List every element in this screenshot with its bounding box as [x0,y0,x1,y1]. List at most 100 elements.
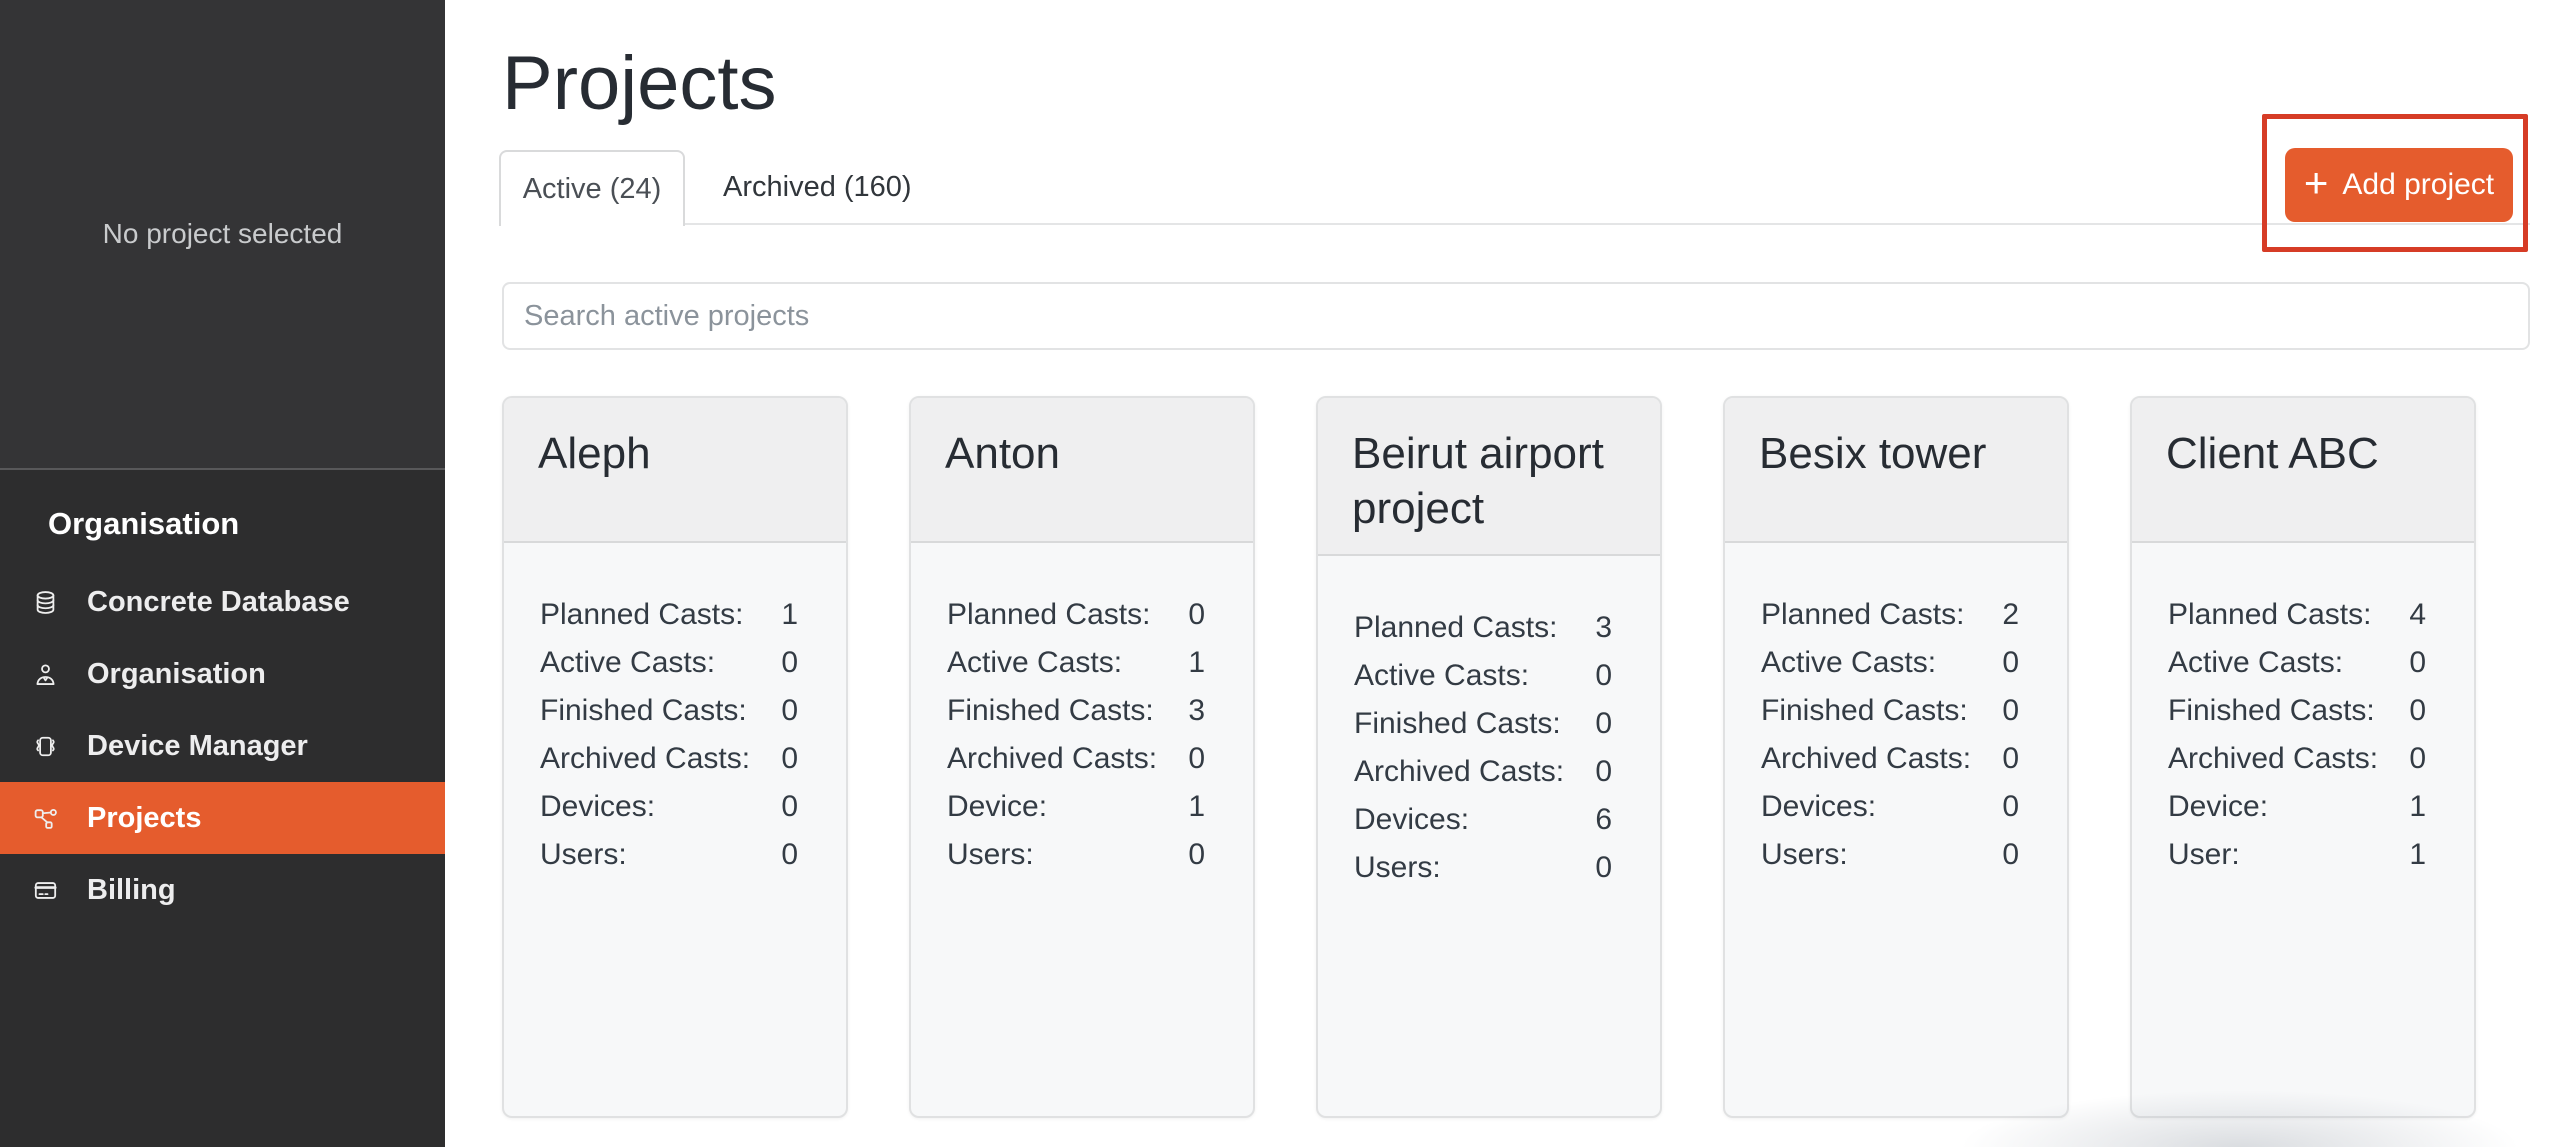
stat-value: 0 [1188,742,1205,775]
stat-label: Planned Casts: [1354,611,1558,644]
user-icon [32,661,59,688]
projects-icon [32,805,59,832]
stat-value: 0 [1188,598,1205,631]
add-project-label: Add project [2342,168,2495,201]
stat-row: Active Casts: 0 [540,639,798,687]
stat-value: 0 [2409,694,2426,727]
stat-value: 4 [2409,598,2426,631]
stat-label: Devices: [1354,803,1470,836]
project-card-title: Aleph [504,398,846,543]
stat-value: 1 [2409,790,2426,823]
stat-label: Archived Casts: [1761,742,1972,775]
stat-label: Users: [540,838,627,871]
sidebar-nav: Concrete Database Organisation Device Ma… [0,566,445,926]
stat-value: 0 [1595,707,1612,740]
project-card-stats: Planned Casts: 2 Active Casts: 0 Finishe… [1725,543,2067,879]
stat-row: Active Casts: 0 [2168,639,2426,687]
add-project-button[interactable]: + Add project [2285,148,2513,222]
sidebar-item-device-manager[interactable]: Device Manager [0,710,445,782]
stat-row: Archived Casts: 0 [1761,735,2019,783]
stat-value: 0 [1595,659,1612,692]
stat-row: Devices: 6 [1354,796,1612,844]
stat-label: Archived Casts: [540,742,751,775]
stat-label: Devices: [540,790,656,823]
stat-label: Active Casts: [2168,646,2344,679]
tab-active-label: Active (24) [522,172,662,205]
stat-row: Active Casts: 1 [947,639,1205,687]
stat-row: Planned Casts: 4 [2168,591,2426,639]
stat-label: Device: [947,790,1048,823]
project-card[interactable]: Besix tower Planned Casts: 2 Active Cast… [1723,396,2069,1118]
database-icon [32,589,59,616]
stat-row: Device: 1 [2168,783,2426,831]
stat-value: 0 [2002,742,2019,775]
sidebar-item-billing[interactable]: Billing [0,854,445,926]
stat-row: Users: 0 [1761,831,2019,879]
stat-value: 0 [781,838,798,871]
sidebar-item-label: Organisation [87,657,266,690]
sidebar-item-label: Device Manager [87,729,308,762]
sidebar-item-projects[interactable]: Projects [0,782,445,854]
project-card-title: Anton [911,398,1253,543]
tab-archived-projects[interactable]: Archived (160) [713,150,922,224]
stat-label: Users: [947,838,1034,871]
sidebar: No project selected Organisation Concret… [0,0,445,1147]
stat-value: 0 [1595,755,1612,788]
stat-label: Devices: [1761,790,1877,823]
stat-row: Active Casts: 0 [1761,639,2019,687]
stat-row: Planned Casts: 1 [540,591,798,639]
stat-row: Users: 0 [540,831,798,879]
project-card[interactable]: Aleph Planned Casts: 1 Active Casts: 0 F… [502,396,848,1118]
project-card[interactable]: Client ABC Planned Casts: 4 Active Casts… [2130,396,2476,1118]
stat-row: Finished Casts: 0 [2168,687,2426,735]
page-title: Projects [502,41,777,126]
stat-value: 3 [1188,694,1205,727]
stat-value: 0 [2409,742,2426,775]
stat-value: 0 [1595,851,1612,884]
stat-value: 0 [781,694,798,727]
stat-label: Planned Casts: [540,598,744,631]
sidebar-item-organisation[interactable]: Organisation [0,638,445,710]
stat-label: Planned Casts: [1761,598,1965,631]
stat-value: 0 [2409,646,2426,679]
project-card-stats: Planned Casts: 0 Active Casts: 1 Finishe… [911,543,1253,879]
stat-value: 0 [2002,790,2019,823]
tab-archived-label: Archived (160) [723,171,912,203]
project-card-grid: Aleph Planned Casts: 1 Active Casts: 0 F… [502,396,2476,1118]
plus-icon: + [2303,159,2329,206]
stat-value: 1 [2409,838,2426,871]
project-card[interactable]: Beirut airport project Planned Casts: 3 … [1316,396,1662,1118]
sidebar-item-concrete-database[interactable]: Concrete Database [0,566,445,638]
stat-row: Finished Casts: 3 [947,687,1205,735]
stat-row: Archived Casts: 0 [1354,748,1612,796]
stat-value: 0 [1188,838,1205,871]
stat-label: Active Casts: [947,646,1123,679]
stat-value: 3 [1595,611,1612,644]
stat-value: 0 [781,742,798,775]
project-card-stats: Planned Casts: 4 Active Casts: 0 Finishe… [2132,543,2474,879]
device-icon [32,733,59,760]
stat-value: 0 [781,646,798,679]
stat-row: Planned Casts: 2 [1761,591,2019,639]
project-card-title: Besix tower [1725,398,2067,543]
stat-label: Finished Casts: [1761,694,1968,727]
stat-row: Planned Casts: 0 [947,591,1205,639]
stat-label: Users: [1354,851,1441,884]
search-input[interactable] [502,282,2530,350]
sidebar-item-label: Concrete Database [87,585,350,618]
stat-label: Finished Casts: [540,694,747,727]
stat-label: Active Casts: [540,646,716,679]
billing-icon [32,877,59,904]
project-card[interactable]: Anton Planned Casts: 0 Active Casts: 1 F… [909,396,1255,1118]
stat-label: Archived Casts: [2168,742,2379,775]
project-card-title: Client ABC [2132,398,2474,543]
stat-row: User: 1 [2168,831,2426,879]
stat-row: Users: 0 [1354,844,1612,892]
stat-label: Active Casts: [1761,646,1937,679]
stat-label: Finished Casts: [947,694,1154,727]
stat-row: Planned Casts: 3 [1354,604,1612,652]
stat-label: Archived Casts: [1354,755,1565,788]
tab-active-projects[interactable]: Active (24) [499,150,685,226]
tabs-divider [499,223,2530,225]
